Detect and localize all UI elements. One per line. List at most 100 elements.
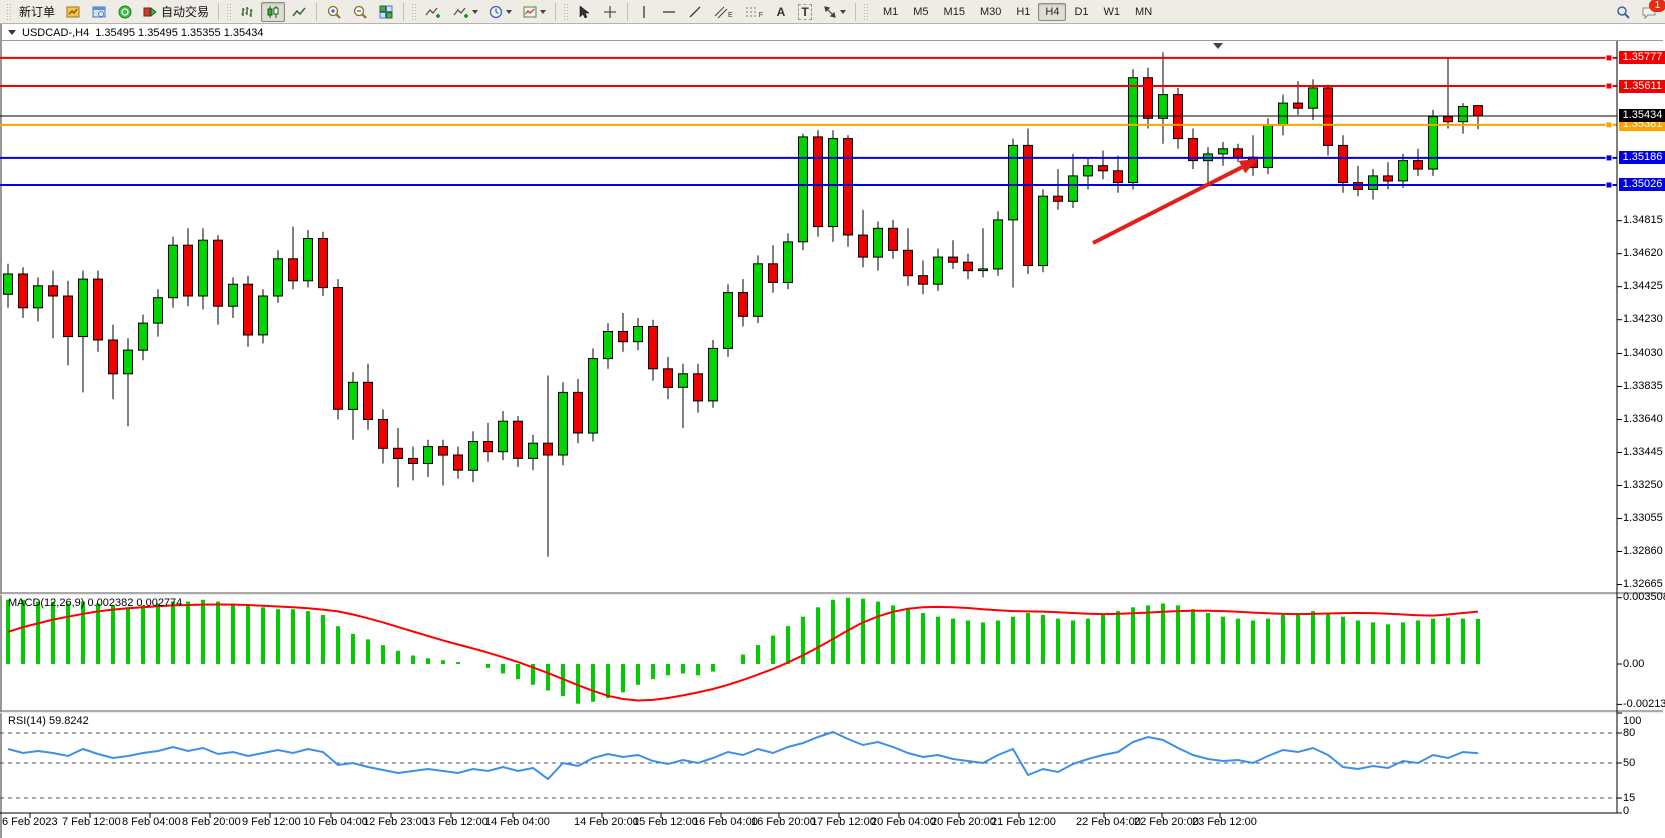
timeframe-M1[interactable]: M1 <box>882 5 899 18</box>
main-toolbar: 新订单 自动交易 <box>0 0 1665 24</box>
rsi-indicator-label: RSI(14) 59.8242 <box>8 715 89 727</box>
rsi-axis-label: 0 <box>1623 805 1630 817</box>
price-axis-label: 1.33835 <box>1623 380 1663 392</box>
timeframe-D1[interactable]: D1 <box>1074 5 1089 18</box>
date-axis-label: 14 Feb 20:00 <box>574 816 639 828</box>
rsi-axis-label: 15 <box>1623 792 1636 804</box>
toolbar-separator <box>218 2 220 21</box>
market-watch-icon[interactable] <box>87 2 111 22</box>
periods-button[interactable] <box>484 2 516 22</box>
price-axis-label: 1.34030 <box>1623 347 1663 359</box>
tile-windows-button[interactable] <box>374 2 398 22</box>
timeframe-H4[interactable]: H4 <box>1038 2 1067 21</box>
new-order-button[interactable]: 新订单 <box>15 2 59 22</box>
date-axis-label: 22 Feb 04:00 <box>1076 816 1141 828</box>
rsi-line <box>7 730 1479 781</box>
date-axis-label: 8 Feb 04:00 <box>122 816 181 828</box>
cursor-tool-button[interactable] <box>572 2 596 22</box>
chart-shift-marker[interactable] <box>1213 43 1223 49</box>
date-axis-label: 22 Feb 20:00 <box>1134 816 1199 828</box>
add-indicator-list-button[interactable] <box>448 2 482 22</box>
price-axis-label: 1.33640 <box>1623 413 1663 425</box>
toolbar-grip[interactable] <box>411 2 417 21</box>
macd-histogram <box>6 597 1480 704</box>
chart-menu-caret-icon[interactable] <box>8 30 16 35</box>
date-axis-label: 7 Feb 12:00 <box>62 816 121 828</box>
fibonacci-tool-button[interactable]: F <box>740 2 768 22</box>
date-axis-label: 20 Feb 04:00 <box>871 816 936 828</box>
dropdown-caret <box>472 9 479 14</box>
price-axis-label: 1.34230 <box>1623 313 1663 325</box>
timeframe-W1[interactable]: W1 <box>1103 5 1121 18</box>
date-axis-label: 21 Feb 12:00 <box>991 816 1056 828</box>
price-axis-label: 1.32860 <box>1623 545 1663 557</box>
candlestick-chart-button[interactable] <box>261 1 286 22</box>
toolbar-separator <box>555 2 557 21</box>
horizontal-line-objects[interactable] <box>0 54 1617 189</box>
toolbar-grip[interactable] <box>563 2 569 21</box>
toolbar-grip[interactable] <box>862 2 868 21</box>
toolbar-separator <box>403 2 405 21</box>
rsi-axis-label: 80 <box>1623 727 1636 739</box>
date-axis-label: 20 Feb 20:00 <box>931 816 996 828</box>
toolbar-grip[interactable] <box>226 2 232 21</box>
date-axis-label: 10 Feb 04:00 <box>303 816 368 828</box>
date-axis-label: 17 Feb 12:00 <box>811 816 876 828</box>
date-axis-label: 9 Feb 12:00 <box>242 816 301 828</box>
rsi-axis-label: 100 <box>1623 715 1642 727</box>
new-order-label: 新订单 <box>19 5 56 19</box>
zoom-out-button[interactable] <box>348 2 372 22</box>
timeframe-M30[interactable]: M30 <box>979 5 1002 18</box>
date-axis-label: 14 Feb 04:00 <box>485 816 550 828</box>
timeframe-MN[interactable]: MN <box>1135 5 1153 18</box>
equidistant-channel-tool-button[interactable]: E <box>709 2 738 22</box>
timeframe-M15[interactable]: M15 <box>943 5 965 18</box>
search-icon[interactable] <box>1611 2 1635 22</box>
price-axis-label: 1.33250 <box>1623 479 1663 491</box>
horizontal-line-tool-button[interactable] <box>657 2 681 22</box>
trendline-tool-button[interactable] <box>683 2 707 22</box>
new-chart-icon[interactable] <box>61 2 85 22</box>
macd-signal-line <box>7 603 1479 702</box>
auto-trading-button[interactable]: 自动交易 <box>139 2 213 22</box>
toolbar-grip[interactable] <box>6 2 11 21</box>
timeframe-M5[interactable]: M5 <box>913 5 929 18</box>
trend-arrow-object[interactable] <box>1092 159 1258 245</box>
label-tool-glyph: T <box>798 3 812 20</box>
price-axis-label: 1.33055 <box>1623 512 1663 524</box>
chart-ohlc-readout: 1.35495 1.35495 1.35355 1.35434 <box>95 26 264 39</box>
bar-chart-button[interactable] <box>235 2 259 22</box>
price-axis-label: 1.33445 <box>1623 446 1663 458</box>
macd-indicator-label: MACD(12,26,9) 0.002382 0.002774 <box>8 597 183 609</box>
zoom-in-button[interactable] <box>322 2 346 22</box>
text-tool-button[interactable]: A <box>770 2 792 22</box>
rsi-axis-label: 50 <box>1623 757 1636 769</box>
crosshair-tool-button[interactable] <box>598 2 622 22</box>
timeframe-H1[interactable]: H1 <box>1016 5 1031 18</box>
vertical-line-tool-button[interactable] <box>633 2 655 22</box>
arrows-tool-button[interactable] <box>818 2 850 22</box>
price-line-badge: 1.35611 <box>1619 80 1665 93</box>
price-axis-label: 1.34425 <box>1623 280 1663 292</box>
notifications-button[interactable]: 1 <box>1637 0 1665 22</box>
date-axis-label: 8 Feb 20:00 <box>182 816 241 828</box>
templates-button[interactable] <box>518 2 550 22</box>
date-axis-label: 13 Feb 12:00 <box>423 816 488 828</box>
toolbar-separator <box>854 2 856 21</box>
price-line-badge: 1.35026 <box>1619 178 1665 191</box>
macd-axis-label: 0.003508 <box>1623 591 1665 603</box>
navigator-icon[interactable] <box>113 2 137 22</box>
line-chart-button[interactable] <box>287 2 311 22</box>
date-axis-label: 12 Feb 23:00 <box>363 816 428 828</box>
date-axis-label: 16 Feb 20:00 <box>751 816 816 828</box>
text-tool-glyph: A <box>776 4 786 19</box>
channel-glyph: E <box>728 12 733 19</box>
chart-symbol-title: USDCAD-,H4 <box>22 26 90 39</box>
text-label-tool-button[interactable]: T <box>794 2 816 22</box>
dropdown-caret <box>839 9 846 14</box>
add-indicator-button[interactable] <box>420 2 446 22</box>
notification-badge: 1 <box>1649 0 1665 12</box>
chart-title-bar: USDCAD-,H4 1.35495 1.35495 1.35355 1.354… <box>2 25 1663 41</box>
